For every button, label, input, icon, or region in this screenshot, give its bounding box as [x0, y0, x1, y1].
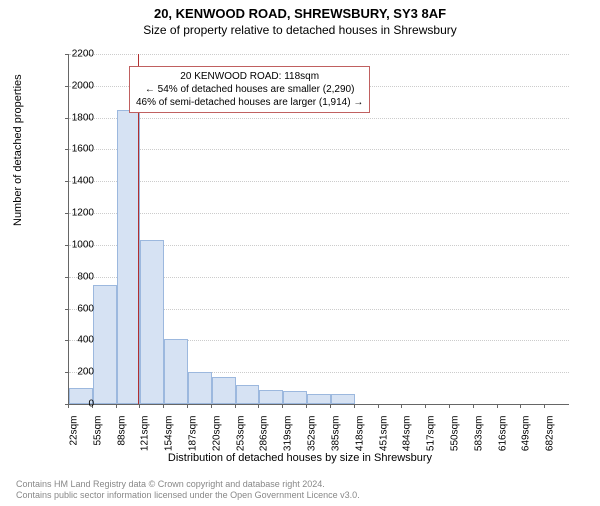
annotation-box: 20 KENWOOD ROAD: 118sqm← 54% of detached…: [129, 66, 370, 113]
annotation-line3: 46% of semi-detached houses are larger (…: [136, 96, 363, 109]
ytick-label: 1600: [44, 144, 94, 155]
xtick-mark: [187, 404, 188, 408]
xtick-mark: [401, 404, 402, 408]
histogram-bar: [140, 240, 164, 404]
chart-area: 20 KENWOOD ROAD: 118sqm← 54% of detached…: [68, 54, 568, 404]
gridline: [69, 181, 569, 182]
ytick-label: 0: [44, 399, 94, 410]
xtick-mark: [282, 404, 283, 408]
footer-attribution: Contains HM Land Registry data © Crown c…: [16, 479, 360, 502]
gridline: [69, 213, 569, 214]
chart-container: 20, KENWOOD ROAD, SHREWSBURY, SY3 8AF Si…: [0, 6, 600, 506]
xtick-mark: [116, 404, 117, 408]
ytick-label: 800: [44, 271, 94, 282]
ytick-label: 1800: [44, 112, 94, 123]
xtick-mark: [425, 404, 426, 408]
xtick-mark: [330, 404, 331, 408]
histogram-bar: [188, 372, 212, 404]
histogram-bar: [117, 110, 141, 404]
xtick-mark: [497, 404, 498, 408]
histogram-bar: [164, 339, 188, 404]
footer-line2: Contains public sector information licen…: [16, 490, 360, 502]
ytick-label: 1400: [44, 176, 94, 187]
annotation-line1: 20 KENWOOD ROAD: 118sqm: [136, 70, 363, 83]
histogram-bar: [236, 385, 260, 404]
title-main: 20, KENWOOD ROAD, SHREWSBURY, SY3 8AF: [0, 6, 600, 21]
x-axis-label: Distribution of detached houses by size …: [0, 452, 600, 464]
ytick-label: 200: [44, 367, 94, 378]
ytick-label: 1000: [44, 239, 94, 250]
ytick-label: 600: [44, 303, 94, 314]
histogram-bar: [331, 394, 355, 404]
ytick-label: 400: [44, 335, 94, 346]
gridline: [69, 149, 569, 150]
plot-region: 20 KENWOOD ROAD: 118sqm← 54% of detached…: [68, 54, 569, 405]
gridline: [69, 118, 569, 119]
annotation-line2: ← 54% of detached houses are smaller (2,…: [136, 83, 363, 96]
ytick-label: 2000: [44, 80, 94, 91]
xtick-mark: [449, 404, 450, 408]
xtick-mark: [378, 404, 379, 408]
xtick-mark: [306, 404, 307, 408]
footer-line1: Contains HM Land Registry data © Crown c…: [16, 479, 360, 491]
title-sub: Size of property relative to detached ho…: [0, 23, 600, 37]
histogram-bar: [212, 377, 236, 404]
xtick-mark: [211, 404, 212, 408]
histogram-bar: [283, 391, 307, 404]
xtick-mark: [258, 404, 259, 408]
xtick-mark: [235, 404, 236, 408]
xtick-mark: [544, 404, 545, 408]
xtick-mark: [473, 404, 474, 408]
gridline: [69, 54, 569, 55]
histogram-bar: [259, 390, 283, 404]
ytick-label: 2200: [44, 49, 94, 60]
xtick-mark: [163, 404, 164, 408]
xtick-mark: [520, 404, 521, 408]
histogram-bar: [93, 285, 117, 404]
ytick-label: 1200: [44, 208, 94, 219]
y-axis-label: Number of detached properties: [12, 74, 24, 226]
xtick-mark: [354, 404, 355, 408]
xtick-mark: [139, 404, 140, 408]
histogram-bar: [307, 394, 331, 404]
